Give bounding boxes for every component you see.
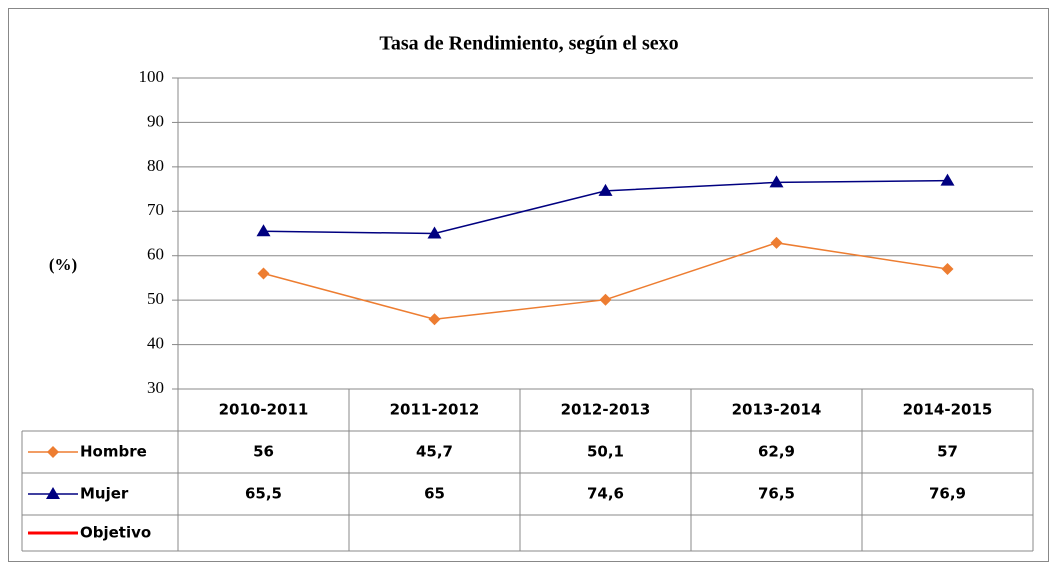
table-value: 62,9 [758,443,795,461]
marker [257,267,270,280]
marker [599,293,612,306]
x-tick-label: 2013-2014 [732,401,822,419]
table-value: 76,5 [758,485,795,503]
marker [46,487,60,499]
legend-label: Mujer [80,485,129,503]
marker [47,446,59,458]
marker [598,183,613,196]
table-value: 76,9 [929,485,966,503]
marker [940,173,955,186]
x-tick-label: 2012-2013 [561,401,651,419]
chart-title: Tasa de Rendimiento, según el sexo [379,33,678,55]
table-value: 65,5 [245,485,282,503]
marker [770,236,783,249]
y-tick-label: 80 [147,156,164,175]
y-tick-label: 70 [147,200,164,219]
table-value: 74,6 [587,485,624,503]
y-axis-label: (%) [49,255,77,274]
marker [428,313,441,326]
table-value: 57 [937,443,958,461]
y-tick-label: 50 [147,289,164,308]
table-value: 56 [253,443,274,461]
table-value: 50,1 [587,443,624,461]
y-tick-label: 30 [147,378,164,397]
y-tick-label: 100 [139,67,165,86]
y-tick-label: 60 [147,245,164,264]
y-tick-label: 90 [147,111,164,130]
table-value: 65 [424,485,445,503]
marker [769,175,784,188]
marker [256,224,271,237]
legend-label: Hombre [80,443,147,461]
x-tick-label: 2011-2012 [390,401,480,419]
y-tick-label: 40 [147,333,164,352]
marker [941,263,954,276]
marker [427,226,442,239]
x-tick-label: 2010-2011 [219,401,309,419]
legend-label: Objetivo [80,524,151,542]
x-tick-label: 2014-2015 [903,401,993,419]
chart-border [8,8,1049,562]
table-value: 45,7 [416,443,453,461]
